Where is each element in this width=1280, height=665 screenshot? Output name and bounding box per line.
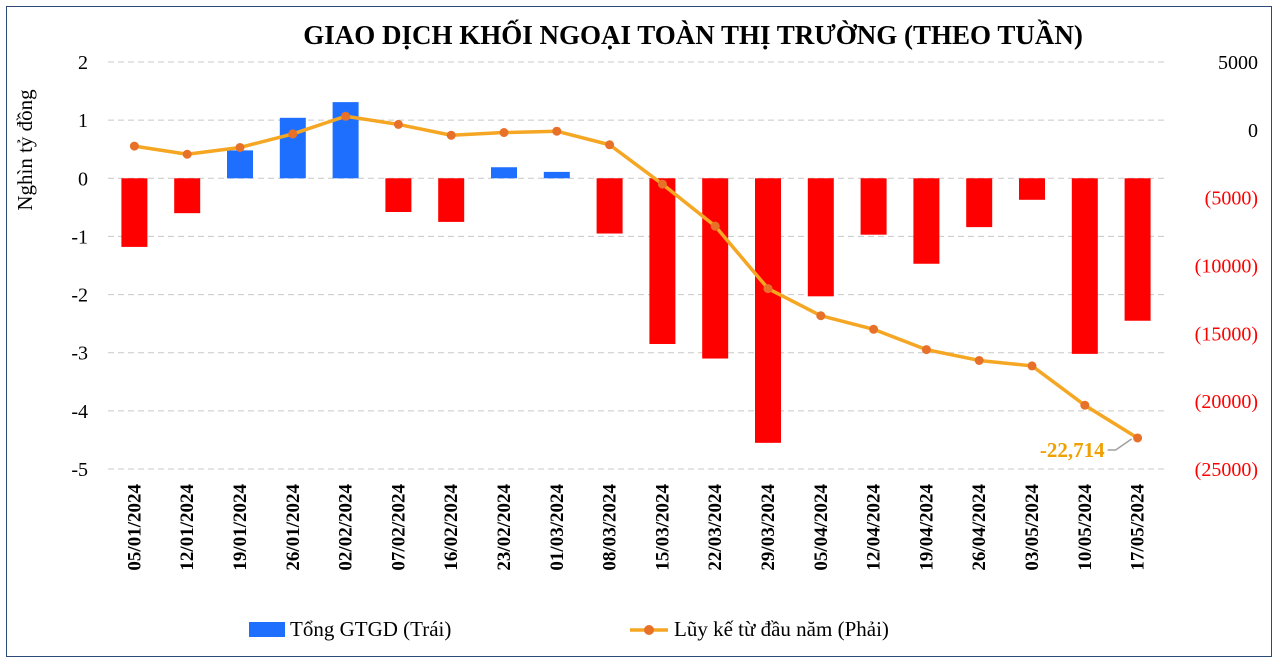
line-point-23/02/2024 [499, 128, 509, 138]
bar-26/04/2024 [966, 178, 993, 228]
x-tick-label: 05/04/2024 [811, 484, 832, 571]
chart-title: GIAO DỊCH KHỐI NGOẠI TOÀN THỊ TRƯỜNG (TH… [303, 19, 1083, 50]
left-tick-label: 0 [78, 168, 88, 190]
x-tick-label: 08/03/2024 [600, 484, 621, 571]
bar-12/04/2024 [860, 178, 887, 235]
left-tick-label: -5 [71, 459, 88, 481]
left-tick-label: -2 [71, 285, 88, 307]
x-tick-label: 02/02/2024 [336, 484, 357, 571]
bar-19/01/2024 [227, 150, 253, 179]
right-tick-label: (5000) [1205, 188, 1258, 210]
x-tick-label: 29/03/2024 [758, 484, 779, 571]
x-tick-label: 15/03/2024 [652, 484, 673, 571]
bar-17/05/2024 [1124, 178, 1151, 321]
line-point-01/03/2024 [552, 126, 562, 136]
line-point-03/05/2024 [1027, 361, 1037, 371]
bar-10/05/2024 [1071, 178, 1098, 354]
right-tick-label: (15000) [1195, 323, 1258, 345]
line-point-05/04/2024 [816, 311, 826, 321]
chart-frame [6, 6, 1272, 657]
bar-05/04/2024 [807, 178, 834, 297]
bar-03/05/2024 [1019, 178, 1045, 200]
x-tick-label: 05/01/2024 [124, 484, 145, 571]
line-point-26/01/2024 [288, 129, 298, 139]
line-point-16/02/2024 [446, 130, 456, 140]
line-point-12/04/2024 [869, 324, 879, 334]
callout: -22,714 [1040, 438, 1133, 462]
line-point-08/03/2024 [605, 140, 615, 150]
bar-15/03/2024 [649, 178, 676, 344]
bar-29/03/2024 [755, 178, 781, 443]
line-point-26/04/2024 [974, 355, 984, 365]
legend-bar-swatch [249, 622, 285, 637]
callout-leader [1107, 438, 1133, 451]
x-tick-label: 26/01/2024 [283, 484, 304, 571]
bar-19/04/2024 [913, 178, 940, 264]
x-tick-label: 17/05/2024 [1128, 484, 1149, 571]
left-tick-label: 2 [78, 52, 88, 74]
line-point-07/02/2024 [393, 119, 403, 129]
x-tick-label: 23/02/2024 [494, 484, 515, 571]
callout-label: -22,714 [1040, 438, 1105, 462]
x-tick-label: 10/05/2024 [1075, 484, 1096, 571]
bar-05/01/2024 [121, 178, 148, 247]
legend: Tổng GTGD (Trái) Lũy kế từ đầu năm (Phải) [249, 617, 889, 641]
x-tick-label: 01/03/2024 [547, 484, 568, 571]
x-tick-label: 12/04/2024 [864, 484, 885, 571]
x-tick-label: 07/02/2024 [388, 484, 409, 571]
x-tick-label: 19/01/2024 [230, 484, 251, 571]
x-tick-label: 03/05/2024 [1022, 484, 1043, 571]
y-axis-label: Nghìn tỷ đồng [13, 89, 37, 211]
grid [108, 61, 1164, 470]
x-tick-label: 12/01/2024 [177, 484, 198, 571]
bar-08/03/2024 [596, 178, 623, 234]
line-point-19/01/2024 [235, 142, 245, 152]
line-point-05/01/2024 [129, 141, 139, 151]
left-tick-label: 1 [78, 110, 88, 132]
right-tick-label: (10000) [1195, 256, 1258, 278]
line-point-19/04/2024 [921, 345, 931, 355]
left-tick-label: -3 [71, 343, 88, 365]
right-tick-label: (20000) [1195, 391, 1258, 413]
right-tick-label: (25000) [1195, 459, 1258, 481]
right-tick-label: 5000 [1218, 52, 1258, 74]
bar-07/02/2024 [385, 178, 412, 213]
line-point-17/05/2024 [1133, 433, 1143, 443]
bar-series [121, 102, 1151, 443]
bar-22/03/2024 [702, 178, 729, 359]
left-tick-label: -4 [71, 401, 88, 423]
right-tick-label: 0 [1248, 120, 1258, 142]
bar-26/01/2024 [279, 117, 306, 179]
legend-line-marker [644, 625, 654, 635]
bar-12/01/2024 [174, 178, 201, 214]
x-tick-label: 26/04/2024 [969, 484, 990, 571]
bar-23/02/2024 [491, 167, 517, 179]
legend-bar-label: Tổng GTGD (Trái) [290, 617, 451, 641]
line-point-29/03/2024 [763, 284, 773, 294]
bar-01/03/2024 [543, 171, 570, 179]
x-tick-label: 19/04/2024 [916, 484, 937, 571]
line-point-02/02/2024 [341, 111, 351, 121]
bar-16/02/2024 [438, 178, 465, 222]
line-point-15/03/2024 [657, 179, 667, 189]
left-tick-label: -1 [71, 226, 88, 248]
line-point-22/03/2024 [710, 221, 720, 231]
x-tick-label: 16/02/2024 [441, 484, 462, 571]
line-series [129, 111, 1143, 443]
legend-line-label: Lũy kế từ đầu năm (Phải) [674, 617, 889, 641]
x-tick-label: 22/03/2024 [705, 484, 726, 571]
line-point-12/01/2024 [182, 149, 192, 159]
cumulative-line [134, 114, 1139, 440]
line-point-10/05/2024 [1080, 400, 1090, 410]
axes: 2 1 0 -1 -2 -3 -4 -5 5000 0 (5000) (10000) (15000) (2… [71, 52, 1258, 571]
